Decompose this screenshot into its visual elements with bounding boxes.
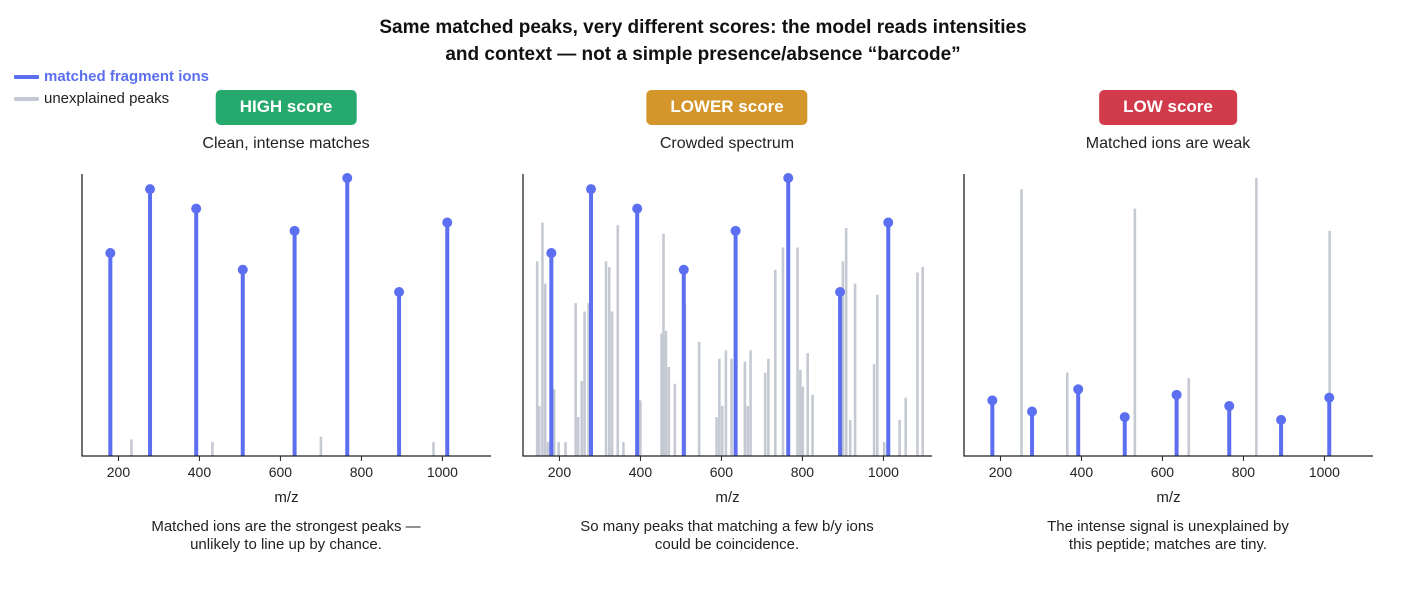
- x-tick-label: 200: [989, 464, 1013, 480]
- score-badge: HIGH score: [215, 90, 357, 125]
- spectrum-chart: 200 400 600 800 1000 m/z: [963, 174, 1373, 506]
- panel-low-score: LOW score Matched ions are weak 200 400 60…: [958, 90, 1378, 570]
- matched-peak-marker: [835, 286, 846, 297]
- matched-peak-marker: [145, 184, 156, 195]
- legend-swatch-unexplained: [14, 97, 39, 101]
- legend-item-matched: matched fragment ions: [14, 66, 209, 88]
- matched-peak-marker: [586, 184, 597, 195]
- matched-peak-marker: [1073, 384, 1084, 395]
- x-axis-label: m/z: [1156, 489, 1180, 506]
- x-tick-label: 200: [548, 464, 572, 480]
- x-tick-label: 1000: [868, 464, 899, 480]
- matched-peak-marker: [237, 264, 248, 275]
- matched-peak-marker: [1224, 400, 1235, 411]
- panel-caption: The intense signal is unexplained by thi…: [958, 518, 1378, 554]
- matched-peak-marker: [546, 248, 557, 259]
- matched-peak-marker: [678, 264, 689, 275]
- x-tick-label: 800: [1232, 464, 1256, 480]
- x-tick-label: 400: [188, 464, 212, 480]
- panel-subtitle: Matched ions are weak: [1085, 135, 1251, 152]
- spectrum-chart: 200 400 600 800 1000 m/z: [81, 173, 491, 506]
- matched-peak-marker: [730, 225, 741, 236]
- figure-title-line-1: Same matched peaks, very different score…: [379, 17, 1027, 38]
- legend-label-unexplained: unexplained peaks: [44, 90, 170, 107]
- score-badge: LOW score: [1099, 90, 1237, 125]
- caption-line-1: Matched ions are the strongest peaks —: [151, 518, 421, 535]
- matched-peak-marker: [442, 217, 453, 228]
- panel-subtitle: Clean, intense matches: [202, 135, 370, 152]
- legend-item-unexplained: unexplained peaks: [14, 88, 209, 110]
- matched-peak-marker: [783, 173, 794, 183]
- legend: matched fragment ions unexplained peaks: [14, 66, 209, 110]
- matched-peak-marker: [1027, 406, 1038, 417]
- panel-high-score: HIGH score Clean, intense matches 200 400…: [76, 90, 496, 570]
- matched-peak-marker: [289, 225, 300, 236]
- caption-line-2: could be coincidence.: [654, 536, 800, 553]
- matched-peak-marker: [632, 203, 643, 214]
- matched-peak-marker: [394, 286, 405, 297]
- x-tick-label: 400: [1070, 464, 1094, 480]
- x-tick-label: 800: [350, 464, 374, 480]
- matched-peak-marker: [105, 248, 116, 259]
- x-tick-label: 600: [269, 464, 293, 480]
- caption-line-2: this peptide; matches are tiny.: [1068, 536, 1268, 553]
- panel-subtitle: Crowded spectrum: [659, 135, 795, 152]
- matched-peak-marker: [1119, 412, 1130, 423]
- x-tick-label: 800: [791, 464, 815, 480]
- panel-caption: So many peaks that matching a few b/y io…: [517, 518, 937, 554]
- figure-title-line-2: and context — not a simple presence/abse…: [445, 44, 961, 65]
- x-tick-label: 400: [629, 464, 653, 480]
- caption-line-2: unlikely to line up by chance.: [190, 536, 382, 553]
- x-axis-label: m/z: [274, 489, 298, 506]
- matched-peak-marker: [191, 203, 202, 214]
- caption-line-1: The intense signal is unexplained by: [1047, 518, 1289, 535]
- x-tick-label: 200: [107, 464, 131, 480]
- matched-peak-marker: [1324, 392, 1335, 403]
- x-axis-label: m/z: [715, 489, 739, 506]
- legend-label-matched: matched fragment ions: [44, 68, 210, 85]
- matched-peak-marker: [342, 173, 353, 183]
- x-tick-label: 600: [710, 464, 734, 480]
- matched-peak-marker: [883, 217, 894, 228]
- panel-lower-score: LOWER score Crowded spectrum 200 400 600 80…: [517, 90, 937, 570]
- figure-title: Same matched peaks, very different score…: [0, 14, 1406, 68]
- spectrum-chart: 200 400 600 800 1000 m/z: [522, 173, 932, 506]
- legend-swatch-matched: [14, 75, 39, 79]
- matched-peak-marker: [1276, 414, 1287, 425]
- x-tick-label: 1000: [427, 464, 458, 480]
- score-badge: LOWER score: [646, 90, 808, 125]
- matched-peak-marker: [1171, 389, 1182, 400]
- panel-caption: Matched ions are the strongest peaks — u…: [76, 518, 496, 554]
- caption-line-1: So many peaks that matching a few b/y io…: [580, 518, 874, 535]
- x-tick-label: 1000: [1309, 464, 1340, 480]
- matched-peak-marker: [987, 395, 998, 406]
- x-tick-label: 600: [1151, 464, 1175, 480]
